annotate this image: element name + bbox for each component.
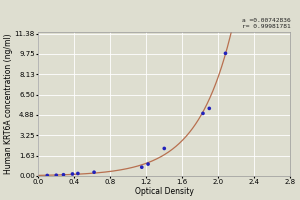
Point: [140, 166, 144, 169]
Point: [54, 174, 59, 177]
X-axis label: Optical Density: Optical Density: [135, 187, 194, 196]
Point: [207, 107, 212, 110]
Point: [76, 172, 80, 175]
Point: [92, 171, 97, 174]
Y-axis label: Human KRT6A concentration (ng/ml): Human KRT6A concentration (ng/ml): [4, 34, 13, 174]
Point: [61, 173, 66, 176]
Text: a =0.00742836
r= 0.99981781: a =0.00742836 r= 0.99981781: [242, 18, 290, 29]
Point: [201, 112, 206, 115]
Point: [162, 147, 167, 150]
Point: [223, 52, 228, 55]
Point: [70, 172, 75, 176]
Point: [146, 162, 151, 166]
Point: [45, 174, 50, 177]
